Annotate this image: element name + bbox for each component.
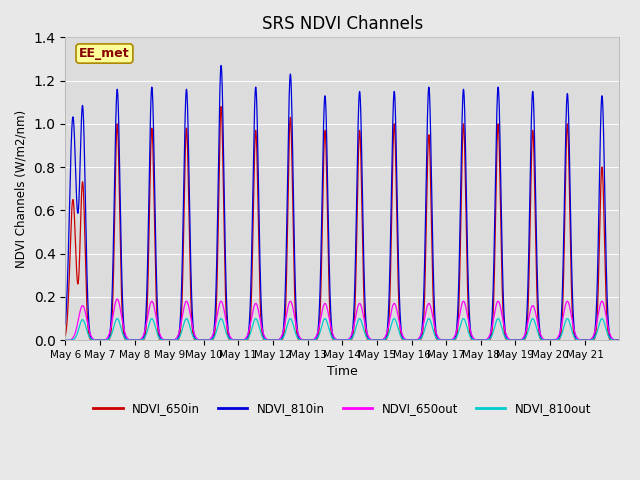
NDVI_810in	[217, 62, 225, 68]
Line: NDVI_810out: NDVI_810out	[65, 319, 620, 340]
NDVI_650out	[616, 337, 623, 343]
NDVI_650in	[389, 141, 397, 147]
NDVI_650in	[61, 333, 69, 338]
NDVI_650in	[262, 337, 270, 343]
NDVI_650in	[217, 104, 225, 109]
NDVI_810out	[389, 317, 397, 323]
NDVI_810in	[472, 337, 480, 343]
NDVI_810out	[90, 337, 97, 343]
NDVI_650in	[616, 337, 623, 343]
NDVI_810out	[472, 337, 480, 343]
NDVI_650in	[502, 336, 509, 341]
Line: NDVI_810in: NDVI_810in	[65, 65, 620, 340]
NDVI_650in	[472, 337, 480, 343]
NDVI_650out	[502, 330, 509, 336]
NDVI_810out	[598, 316, 606, 322]
Y-axis label: NDVI Channels (W/m2/nm): NDVI Channels (W/m2/nm)	[15, 110, 28, 268]
NDVI_810in	[262, 337, 270, 343]
NDVI_810in	[90, 337, 97, 343]
NDVI_650out	[61, 337, 69, 343]
NDVI_650out	[90, 336, 97, 342]
NDVI_810in	[616, 337, 623, 343]
X-axis label: Time: Time	[327, 365, 358, 379]
NDVI_650out	[262, 336, 270, 341]
NDVI_810in	[413, 337, 421, 343]
Legend: NDVI_650in, NDVI_810in, NDVI_650out, NDVI_810out: NDVI_650in, NDVI_810in, NDVI_650out, NDV…	[88, 397, 596, 420]
Line: NDVI_650out: NDVI_650out	[65, 299, 620, 340]
NDVI_810in	[61, 321, 69, 327]
NDVI_810out	[262, 337, 269, 343]
NDVI_650out	[472, 337, 480, 343]
NDVI_650out	[413, 336, 421, 342]
NDVI_810out	[616, 337, 623, 343]
NDVI_810in	[389, 107, 397, 112]
NDVI_810out	[61, 337, 69, 343]
NDVI_810out	[502, 335, 509, 341]
NDVI_650in	[90, 337, 97, 343]
NDVI_650out	[113, 296, 121, 302]
Line: NDVI_650in: NDVI_650in	[65, 107, 620, 340]
NDVI_810out	[413, 337, 421, 343]
Text: EE_met: EE_met	[79, 47, 130, 60]
NDVI_810in	[502, 331, 509, 337]
Title: SRS NDVI Channels: SRS NDVI Channels	[262, 15, 423, 33]
NDVI_650in	[413, 337, 421, 343]
NDVI_650out	[389, 302, 397, 308]
